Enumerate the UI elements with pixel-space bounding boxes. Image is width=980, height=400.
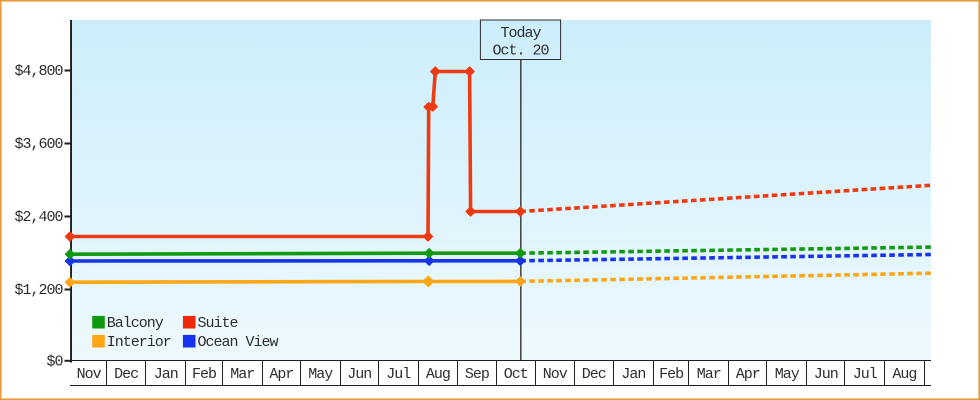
svg-text:Interior: Interior xyxy=(107,334,171,351)
svg-text:Jan: Jan xyxy=(154,366,178,383)
svg-text:Aug: Aug xyxy=(426,366,450,383)
svg-text:Feb: Feb xyxy=(192,366,216,383)
svg-text:$3,600: $3,600 xyxy=(14,136,63,153)
svg-text:May: May xyxy=(775,366,800,383)
svg-text:Balcony: Balcony xyxy=(107,315,164,332)
svg-text:Mar: Mar xyxy=(697,366,721,383)
svg-text:Feb: Feb xyxy=(659,366,683,383)
svg-text:Sep: Sep xyxy=(465,366,489,383)
svg-text:Jun: Jun xyxy=(814,366,838,383)
svg-text:Suite: Suite xyxy=(198,315,239,332)
svg-text:$1,200: $1,200 xyxy=(14,282,63,299)
svg-text:Jun: Jun xyxy=(347,366,371,383)
svg-text:Jul: Jul xyxy=(386,366,411,383)
svg-text:Today: Today xyxy=(500,25,541,42)
svg-text:Dec: Dec xyxy=(582,366,606,383)
svg-text:Apr: Apr xyxy=(269,366,293,383)
svg-text:$2,400: $2,400 xyxy=(14,209,63,226)
svg-text:$0: $0 xyxy=(46,354,63,371)
svg-text:$4,800: $4,800 xyxy=(14,63,63,80)
svg-text:May: May xyxy=(308,366,333,383)
svg-text:Apr: Apr xyxy=(736,366,760,383)
svg-text:Oct: Oct xyxy=(504,366,528,383)
svg-text:Jul: Jul xyxy=(853,366,878,383)
svg-text:Mar: Mar xyxy=(230,366,254,383)
svg-text:Aug: Aug xyxy=(892,366,916,383)
svg-text:Jan: Jan xyxy=(621,366,645,383)
svg-text:Dec: Dec xyxy=(114,366,138,383)
svg-text:Ocean View: Ocean View xyxy=(198,334,279,351)
svg-text:Nov: Nov xyxy=(543,366,568,383)
svg-text:Nov: Nov xyxy=(77,366,102,383)
svg-text:Oct. 20: Oct. 20 xyxy=(492,43,549,60)
